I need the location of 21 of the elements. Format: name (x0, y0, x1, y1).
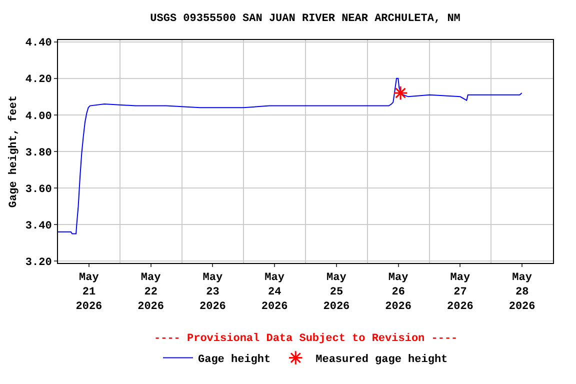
text: ---- Provisional Data Subject to Revision ---- (154, 333, 458, 345)
x-tick-label: May 26 2026 (385, 272, 412, 313)
y-tick-label: 4.20 (25, 74, 52, 86)
y-tick-label: 3.60 (25, 184, 52, 196)
x-tick-label: May 21 2026 (76, 272, 102, 313)
x-tick-label: May 23 2026 (199, 272, 226, 313)
y-axis-title: Gage height, feet (7, 95, 20, 208)
x-tick-label: May 27 2026 (446, 272, 474, 313)
y-tick-label: 4.00 (25, 110, 52, 123)
chart-title: USGS 09355500 SAN JUAN RIVER NEAR ARCHULETA, NM (150, 13, 461, 26)
line-series (58, 78, 522, 234)
legend-label: Measured gage height (316, 354, 448, 366)
y-tick-label: 3.80 (25, 147, 52, 160)
legend-label: Gage height (198, 354, 271, 366)
x-tick-label: May 28 2026 (508, 272, 536, 313)
x-tick-label: May 24 2026 (261, 272, 288, 313)
y-tick-label: 4.40 (25, 38, 52, 50)
y-tick-label: 3.20 (25, 257, 52, 270)
x-tick-label: May 22 2026 (138, 272, 164, 313)
x-tick-label: May 25 2026 (323, 272, 350, 313)
y-tick-label: 3.40 (25, 220, 52, 232)
